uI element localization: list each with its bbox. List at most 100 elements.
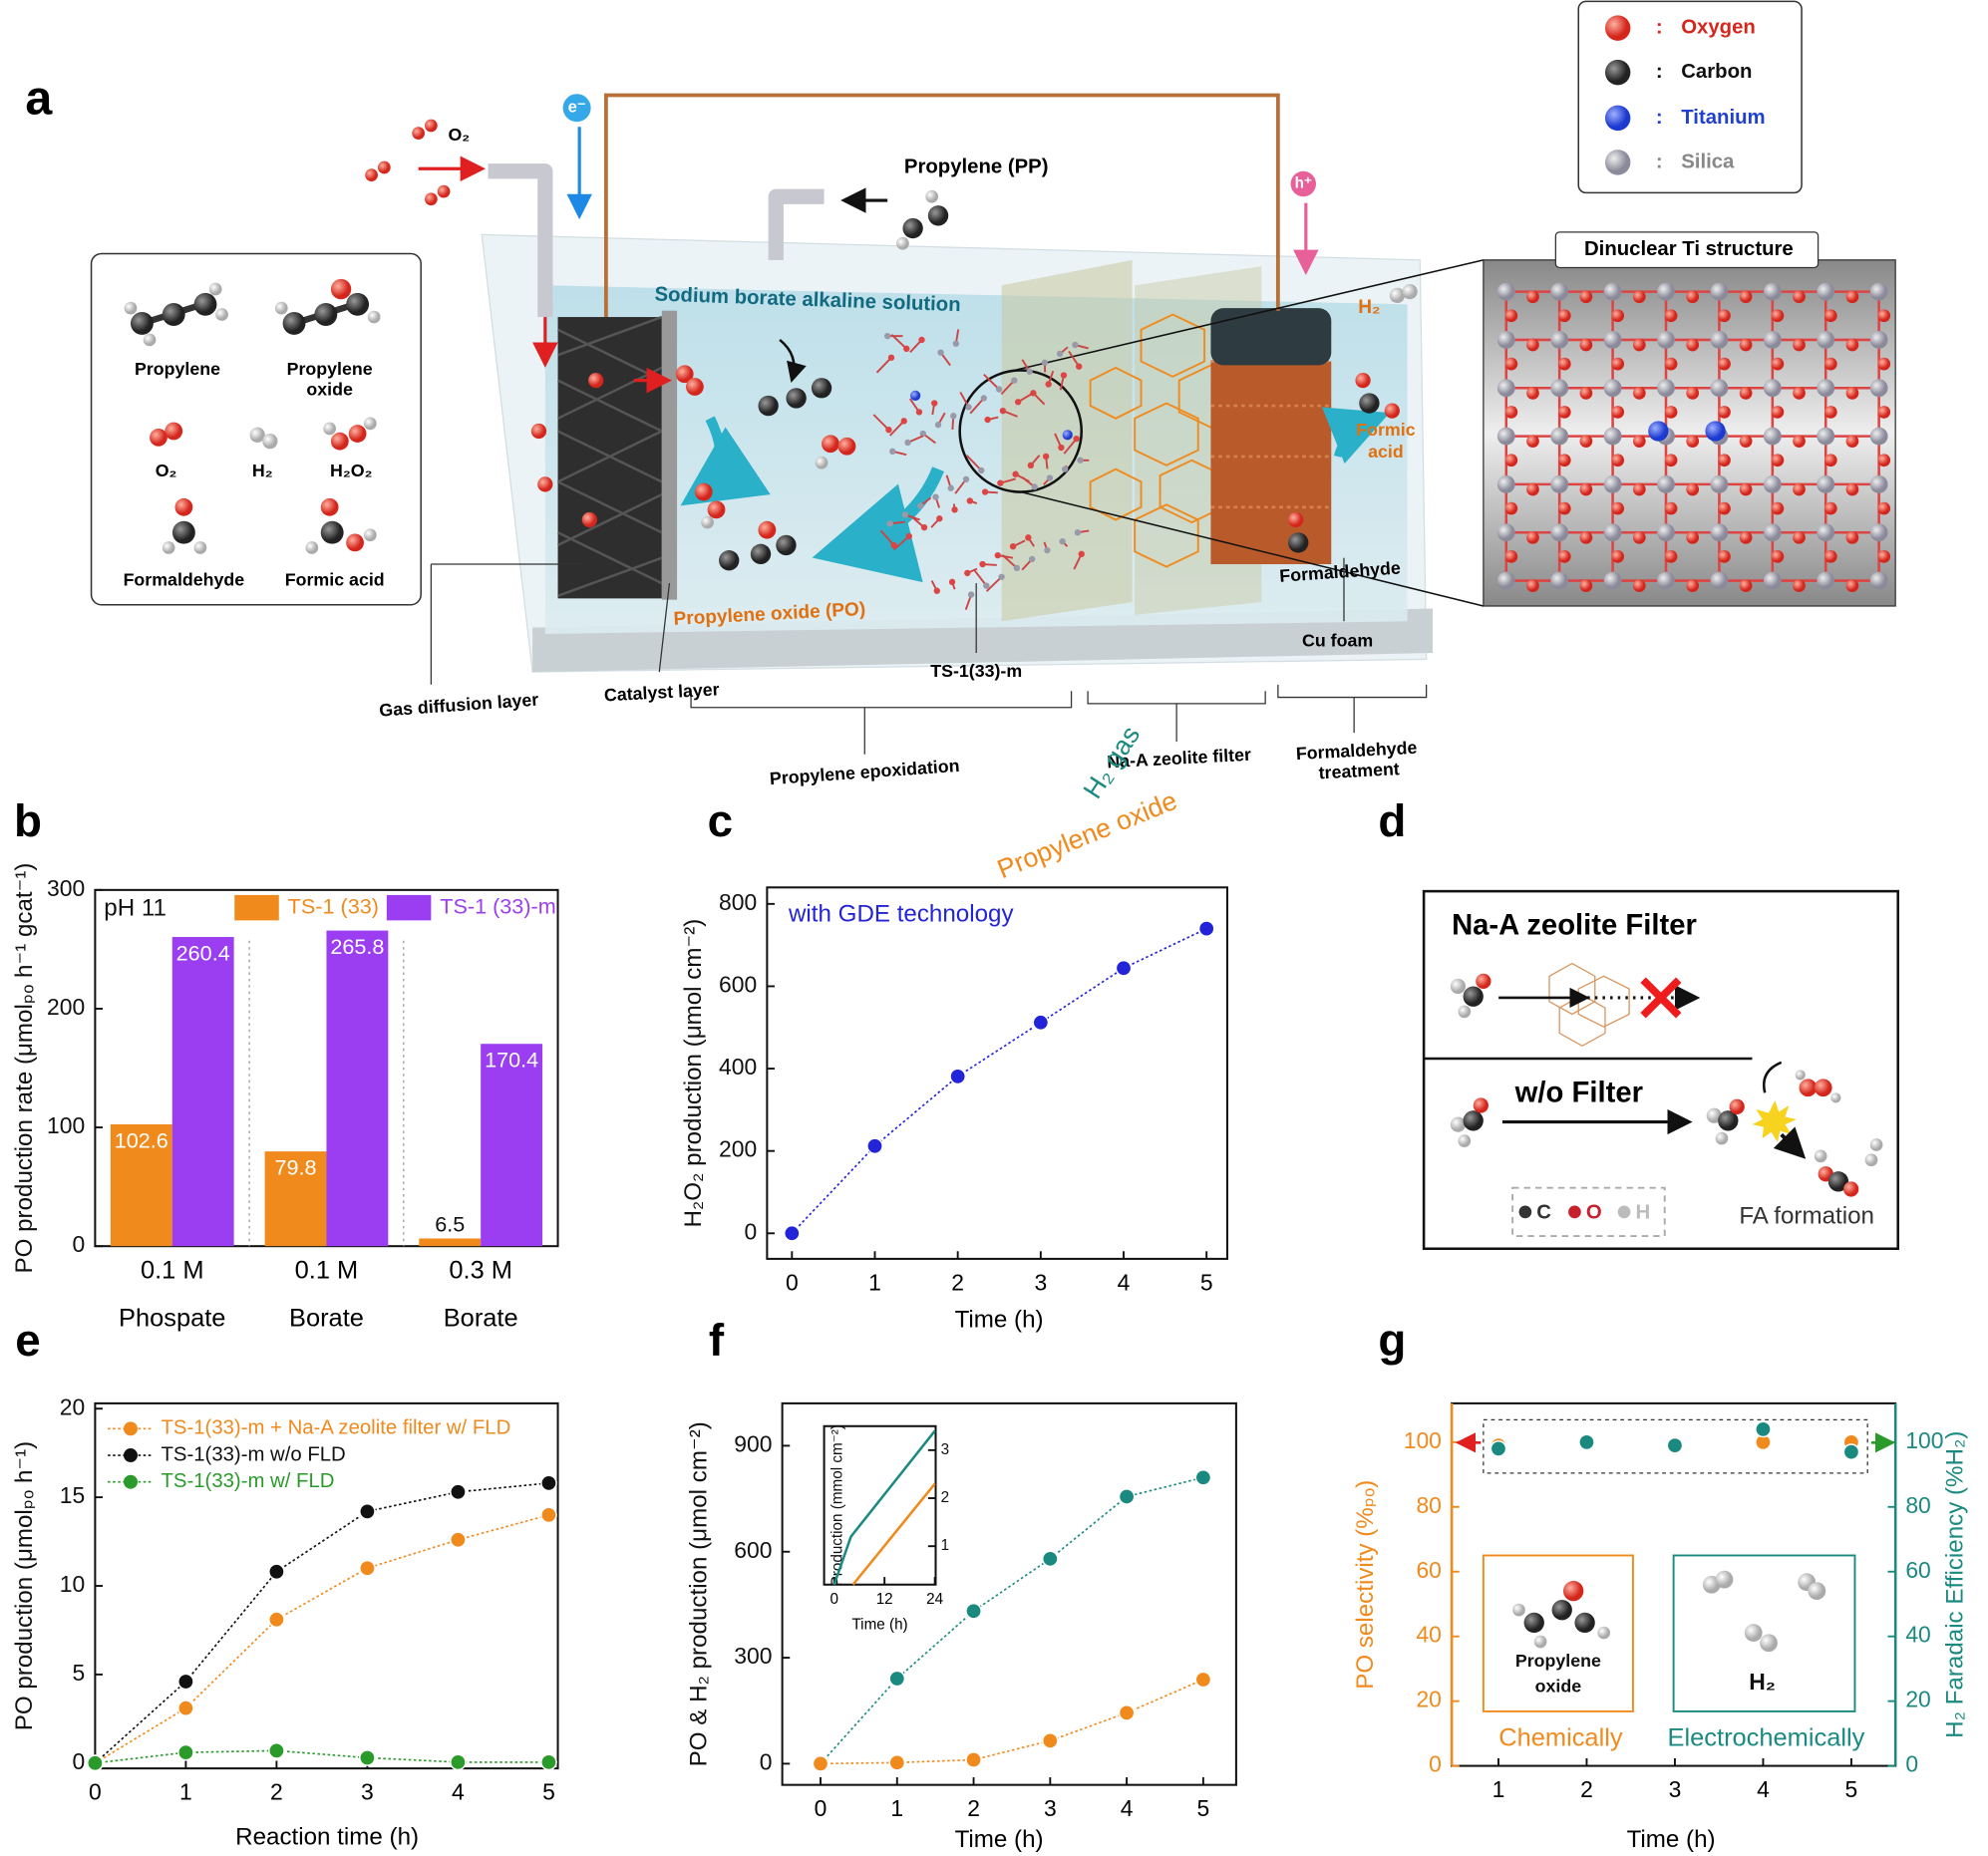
cell-label: Propylene (PP) (904, 155, 1049, 177)
lattice-o (1686, 338, 1700, 352)
lattice-o (1823, 501, 1837, 515)
data-point (359, 1559, 376, 1577)
x-tick-label: 5 (1197, 1795, 1210, 1821)
framework-atom (885, 427, 892, 434)
lattice-o (1611, 501, 1625, 515)
plot-frame (766, 886, 1229, 1260)
lattice-o (1504, 406, 1518, 419)
framework-atom (966, 497, 974, 504)
lattice-si (1817, 475, 1835, 493)
data-point (1118, 1488, 1136, 1505)
y-tick-label: 10 (60, 1571, 85, 1597)
legend-label: Titanium (1681, 107, 1765, 129)
data-point (1118, 1703, 1136, 1721)
x-axis-label: Time (h) (851, 1616, 907, 1633)
molecule-label: H₂ (252, 461, 273, 480)
lattice-o (1526, 290, 1539, 304)
value-label: 260.4 (176, 941, 230, 966)
molecule-label: O₂ (156, 461, 177, 480)
ti-lattice (1496, 282, 1891, 593)
x-axis-label: Time (h) (955, 1826, 1044, 1853)
x-tick-label: 0 (829, 1591, 837, 1608)
lattice-o (1526, 579, 1539, 593)
lattice-o (1632, 435, 1646, 449)
bar (264, 1151, 327, 1247)
cell-label: treatment (1318, 759, 1400, 782)
ti-atom (1648, 421, 1669, 442)
lattice-si (1603, 427, 1622, 446)
lattice-o (1526, 435, 1539, 449)
y-tick-label: 800 (719, 889, 757, 915)
lattice-o (1686, 386, 1700, 400)
molecule-atom (1597, 1626, 1611, 1640)
lattice-o (1793, 290, 1806, 304)
lattice-o (1845, 386, 1859, 400)
lattice-o (1877, 501, 1891, 515)
molecule-atom (1574, 1612, 1595, 1634)
lattice-o (1739, 290, 1753, 304)
framework-atom (1028, 555, 1036, 563)
molecule-atom (1715, 1570, 1734, 1589)
filter-illustration (1424, 962, 1883, 1237)
molecule-atom (1523, 1612, 1544, 1634)
panel-letter: a (25, 72, 53, 126)
lattice-o (1718, 501, 1731, 515)
y-tick-label: 15 (60, 1482, 85, 1508)
y-axis-label: PO production rate (μmolₚₒ h⁻¹ gcat⁻¹) (11, 863, 38, 1274)
lattice-o (1793, 482, 1806, 496)
lattice-si (1710, 523, 1729, 542)
lattice-o (1579, 530, 1593, 544)
framework-bond (872, 414, 890, 431)
y-tick-label: 900 (734, 1430, 772, 1456)
lattice-o (1579, 435, 1593, 449)
y-tick-label: 200 (719, 1136, 757, 1162)
data-point (176, 1673, 194, 1691)
molecule-label: Propylene (135, 359, 220, 379)
data-point (783, 1224, 801, 1242)
molecule-label: Formic acid (285, 569, 385, 589)
lattice-si (1710, 379, 1729, 398)
lattice-o (1718, 406, 1731, 419)
x-tick-label: 3 (1669, 1776, 1682, 1802)
lattice-o (1632, 579, 1646, 593)
lattice-si (1869, 571, 1888, 590)
y-tick-label: 5 (72, 1660, 85, 1686)
lattice-o (1739, 338, 1753, 352)
y2-tick-label: 100 (1905, 1427, 1943, 1453)
framework-atom (1044, 546, 1051, 554)
lattice-si (1496, 427, 1515, 446)
framework-atom (1078, 550, 1085, 558)
data-point (1032, 1014, 1050, 1032)
data-point (450, 1531, 467, 1549)
lattice-o (1579, 482, 1593, 496)
x-tick-label: 24 (926, 1591, 943, 1608)
framework-bond (1001, 554, 1018, 569)
x-tick-label: 0.3 M (449, 1256, 512, 1284)
electrochemical-box (1672, 1554, 1856, 1712)
carbon-ball (1604, 59, 1631, 86)
framework-atom (980, 395, 988, 402)
lattice-o (1557, 406, 1571, 419)
cell-label: H₂ (1358, 297, 1380, 318)
framework-atom (1060, 372, 1068, 379)
lattice-si (1550, 427, 1569, 446)
lattice-si (1763, 331, 1782, 349)
annotation: with GDE technology (788, 901, 1014, 928)
legend-swatch (386, 894, 432, 921)
series-line (94, 1482, 549, 1764)
lattice-si (1550, 379, 1569, 398)
y2-tick-label: 0 (1905, 1751, 1918, 1777)
framework-atom (1014, 399, 1022, 406)
data-point (86, 1754, 104, 1772)
x-tick-label: 1 (179, 1779, 192, 1805)
x-tick-label: 0.1 M (141, 1256, 204, 1284)
y-tick-label: 400 (719, 1054, 757, 1080)
framework-atom (1026, 368, 1033, 375)
series-line (820, 1476, 1204, 1764)
lattice-o (1877, 454, 1891, 467)
lattice-o (1664, 357, 1678, 371)
x-tick-label: 4 (1757, 1776, 1770, 1802)
framework-atom (917, 502, 924, 509)
fa-formation-label: FA formation (1739, 1202, 1874, 1229)
data-point (1115, 959, 1133, 977)
